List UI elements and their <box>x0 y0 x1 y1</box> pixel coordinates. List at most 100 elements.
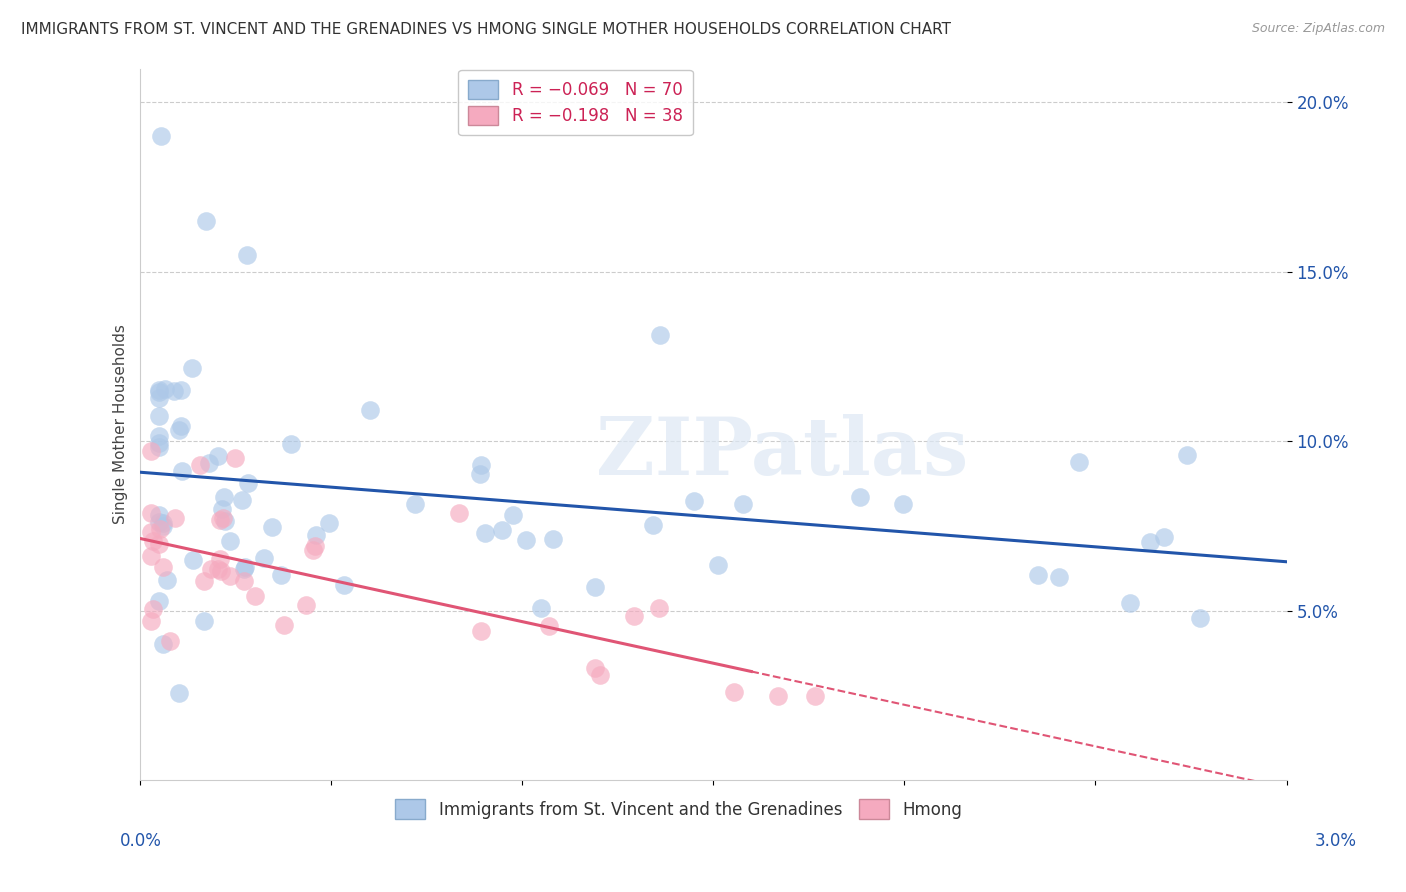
Point <box>538 619 561 633</box>
Point <box>502 508 524 522</box>
Point <box>647 601 669 615</box>
Point <box>1139 534 1161 549</box>
Point <box>200 562 222 576</box>
Point <box>650 328 672 343</box>
Point <box>318 516 340 531</box>
Point <box>468 467 491 481</box>
Point <box>333 578 356 592</box>
Point <box>295 598 318 612</box>
Point <box>707 558 730 572</box>
Text: Source: ZipAtlas.com: Source: ZipAtlas.com <box>1251 22 1385 36</box>
Point <box>172 464 194 478</box>
Point <box>1118 596 1140 610</box>
Point <box>804 689 827 703</box>
Point <box>167 686 190 700</box>
Point <box>302 542 325 557</box>
Point <box>236 248 259 262</box>
Point <box>152 519 174 533</box>
Point <box>474 525 496 540</box>
Point <box>359 402 381 417</box>
Point <box>208 513 231 527</box>
Point <box>148 409 170 423</box>
Text: IMMIGRANTS FROM ST. VINCENT AND THE GRENADINES VS HMONG SINGLE MOTHER HOUSEHOLDS: IMMIGRANTS FROM ST. VINCENT AND THE GREN… <box>21 22 950 37</box>
Point <box>139 524 162 539</box>
Point <box>198 456 221 470</box>
Point <box>142 534 165 549</box>
Point <box>152 637 174 651</box>
Point <box>207 449 229 463</box>
Point <box>260 520 283 534</box>
Point <box>152 560 174 574</box>
Point <box>218 569 240 583</box>
Point <box>139 615 162 629</box>
Point <box>183 553 205 567</box>
Point <box>149 129 172 144</box>
Point <box>167 423 190 437</box>
Point <box>470 624 492 638</box>
Y-axis label: Single Mother Households: Single Mother Households <box>114 325 128 524</box>
Text: 3.0%: 3.0% <box>1315 831 1357 849</box>
Point <box>148 436 170 450</box>
Point <box>1026 568 1049 582</box>
Point <box>148 440 170 454</box>
Point <box>470 458 492 472</box>
Point <box>224 450 246 465</box>
Legend: Immigrants from St. Vincent and the Grenadines, Hmong: Immigrants from St. Vincent and the Gren… <box>388 793 969 825</box>
Point <box>768 689 790 703</box>
Point <box>180 361 202 376</box>
Point <box>211 564 233 578</box>
Point <box>1175 448 1198 462</box>
Point <box>1153 530 1175 544</box>
Point <box>214 514 236 528</box>
Point <box>270 568 292 582</box>
Point <box>152 516 174 530</box>
Point <box>583 661 606 675</box>
Point <box>491 523 513 537</box>
Point <box>207 562 229 576</box>
Point <box>139 549 162 564</box>
Point <box>515 533 537 548</box>
Point <box>233 562 256 576</box>
Text: 0.0%: 0.0% <box>120 831 162 849</box>
Point <box>588 668 610 682</box>
Point <box>163 510 186 524</box>
Point <box>148 383 170 397</box>
Point <box>211 502 233 516</box>
Point <box>209 552 232 566</box>
Point <box>212 490 235 504</box>
Text: ZIPatlas: ZIPatlas <box>596 414 967 491</box>
Point <box>139 443 162 458</box>
Point <box>305 527 328 541</box>
Point <box>404 497 426 511</box>
Point <box>195 214 218 228</box>
Point <box>148 516 170 530</box>
Point <box>731 497 754 511</box>
Point <box>148 508 170 523</box>
Point <box>1047 569 1070 583</box>
Point <box>153 382 176 396</box>
Point <box>541 533 564 547</box>
Point <box>193 574 215 589</box>
Point <box>142 602 165 616</box>
Point <box>170 383 193 397</box>
Point <box>148 384 170 399</box>
Point <box>304 540 326 554</box>
Point <box>148 428 170 442</box>
Point <box>530 601 553 615</box>
Point <box>233 560 256 574</box>
Point <box>148 594 170 608</box>
Point <box>190 458 212 473</box>
Point <box>159 633 181 648</box>
Point <box>139 506 162 520</box>
Point <box>148 537 170 551</box>
Point <box>233 574 256 588</box>
Point <box>163 384 186 398</box>
Point <box>156 573 179 587</box>
Point <box>245 589 267 603</box>
Point <box>211 511 233 525</box>
Point <box>447 506 470 520</box>
Point <box>641 517 664 532</box>
Point <box>280 437 302 451</box>
Point <box>583 580 606 594</box>
Point <box>148 392 170 406</box>
